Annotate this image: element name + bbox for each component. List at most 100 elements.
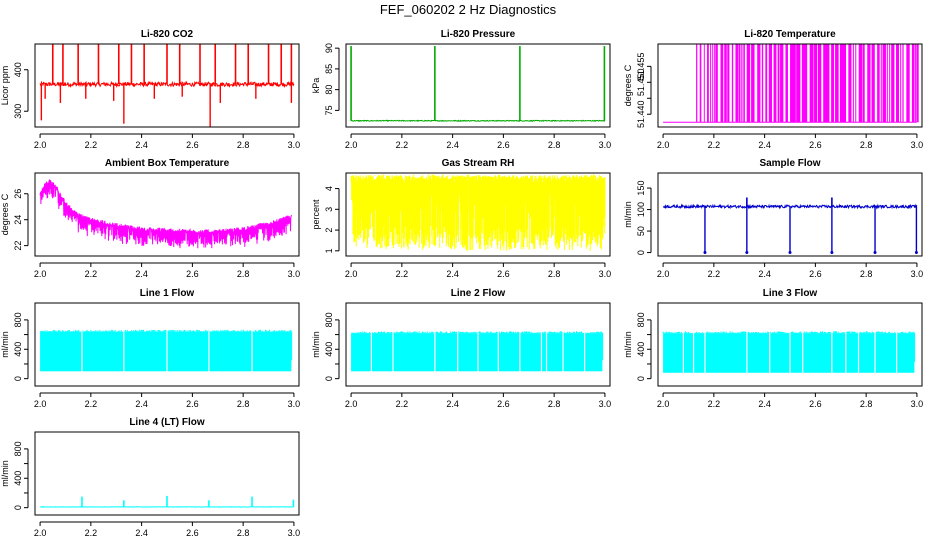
y-tick-label: 0 [13,505,23,510]
series-block [704,42,705,122]
x-tick-label: 2.2 [396,269,409,279]
panel-title: Gas Stream RH [442,158,515,169]
y-tick-label: 51.455 [636,53,646,81]
series-block [780,42,783,122]
series-block [747,42,750,122]
x-tick-label: 2.2 [85,528,98,538]
panel-title: Line 4 (LT) Flow [129,417,205,428]
x-tick-label: 2.8 [548,140,561,150]
x-tick-label: 2.4 [758,269,771,279]
x-tick-label: 2.0 [34,528,47,538]
x-tick-label: 2.0 [657,269,670,279]
x-tick-label: 2.0 [657,140,670,150]
spike-point [745,251,748,254]
series-block [896,42,899,122]
x-tick-label: 2.8 [548,269,561,279]
series-block [889,42,890,122]
series-block [914,42,915,122]
y-axis-label: ml/min [0,460,10,487]
x-tick-label: 2.2 [85,399,98,409]
y-tick-label: 0 [13,376,23,381]
y-tick-label: 3 [324,207,334,212]
x-tick-label: 2.4 [758,399,771,409]
series-block [810,42,814,122]
x-tick-label: 2.0 [345,269,358,279]
plot-area [40,44,294,127]
series-block [727,42,729,122]
series-block [818,42,821,122]
series-block [840,42,846,122]
series-block [735,42,738,122]
series-block [710,42,711,122]
y-tick-label: 300 [13,104,23,119]
y-tick-label: 22 [13,241,23,251]
series-band-edge [663,331,914,333]
y-axis-label: percent [311,199,321,230]
x-tick-label: 2.4 [446,269,459,279]
series-block [906,42,909,122]
series-block [757,42,760,122]
x-tick-label: 2.2 [708,399,721,409]
y-tick-label: 24 [13,215,23,225]
plot-area [351,331,602,372]
series-block [872,42,875,122]
figure-title: FEF_060202 2 Hz Diagnostics [380,2,557,17]
y-tick-label: 2 [324,228,334,233]
x-tick-label: 2.4 [135,399,148,409]
series-block [900,42,901,122]
series-block [741,42,742,122]
series-block [912,42,914,122]
y-axis-label: ml/min [623,331,633,358]
x-tick-label: 2.6 [497,269,510,279]
series-block [696,42,697,122]
series-block [891,42,894,122]
x-tick-label: 2.0 [345,399,358,409]
x-tick-label: 3.0 [599,140,612,150]
plot-area [663,331,914,374]
x-tick-label: 3.0 [599,399,612,409]
plot-area [663,198,918,255]
y-tick-label: 51.440 [636,100,646,128]
series-band [40,332,291,372]
series-band [351,333,602,371]
series-line [40,179,291,248]
panel-title: Sample Flow [759,158,820,169]
series-block [853,42,854,122]
series-block [835,42,839,122]
y-axis-label: degrees C [623,64,633,106]
x-tick-label: 2.8 [548,399,561,409]
plot-frame [658,44,922,127]
panel-title: Li-820 CO2 [141,29,194,40]
series-block [883,42,886,122]
x-tick-label: 2.4 [135,140,148,150]
plot-area [351,46,605,121]
series-block [802,42,807,122]
x-tick-label: 2.8 [860,140,873,150]
y-tick-label: 800 [13,312,23,327]
panel-title: Line 2 Flow [451,288,506,299]
x-tick-label: 2.6 [809,269,822,279]
x-tick-label: 2.0 [34,140,47,150]
x-tick-label: 2.4 [758,140,771,150]
y-axis-label: Licor ppm [0,66,10,106]
x-tick-label: 2.0 [657,399,670,409]
x-tick-label: 2.6 [186,399,199,409]
series-band-edge [40,330,291,332]
x-tick-label: 2.6 [186,140,199,150]
x-tick-label: 2.6 [186,269,199,279]
x-tick-label: 2.2 [708,140,721,150]
y-tick-label: 85 [324,64,334,74]
y-axis-label: ml/min [0,331,10,358]
x-tick-label: 2.6 [497,140,510,150]
x-tick-label: 2.8 [237,528,250,538]
x-tick-label: 2.6 [809,399,822,409]
x-tick-label: 2.2 [85,140,98,150]
series-block [916,42,917,122]
x-tick-label: 2.4 [135,528,148,538]
